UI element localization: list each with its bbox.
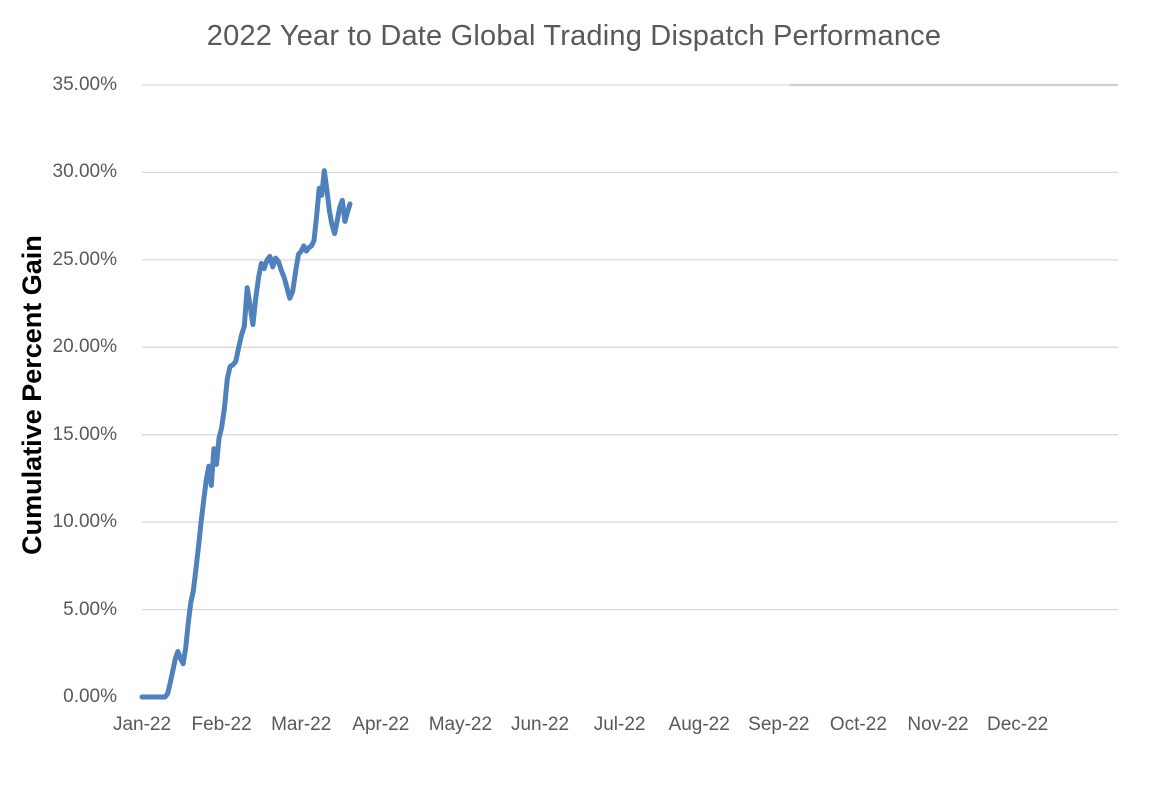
x-tick-label: Jul-22 [593,714,646,735]
x-tick-label: Mar-22 [271,714,332,735]
x-tick-label: Feb-22 [191,714,252,735]
x-tick-label: Jan-22 [112,714,172,735]
y-tick-label: 5.00% [63,598,117,620]
chart-title: 2022 Year to Date Global Trading Dispatc… [206,20,942,52]
y-tick-label: 15.00% [52,423,117,445]
x-tick-label: Nov-22 [907,714,969,735]
x-tick-label: Dec-22 [986,714,1049,735]
x-tick-label: Apr-22 [352,714,410,735]
y-tick-label: 35.00% [52,74,117,95]
y-tick-label: 20.00% [52,336,117,358]
x-tick-label: Aug-22 [668,714,730,735]
y-tick-label: 0.00% [63,686,117,707]
x-tick-label: May-22 [428,714,493,735]
x-tick-label: Jun-22 [510,714,570,735]
y-tick-label: 25.00% [52,248,117,270]
y-tick-label: 30.00% [52,161,117,183]
x-tick-label: Oct-22 [829,714,887,735]
x-tick-label: Sep-22 [748,714,810,735]
series-line [139,168,353,700]
y-tick-label: 10.00% [52,511,117,533]
